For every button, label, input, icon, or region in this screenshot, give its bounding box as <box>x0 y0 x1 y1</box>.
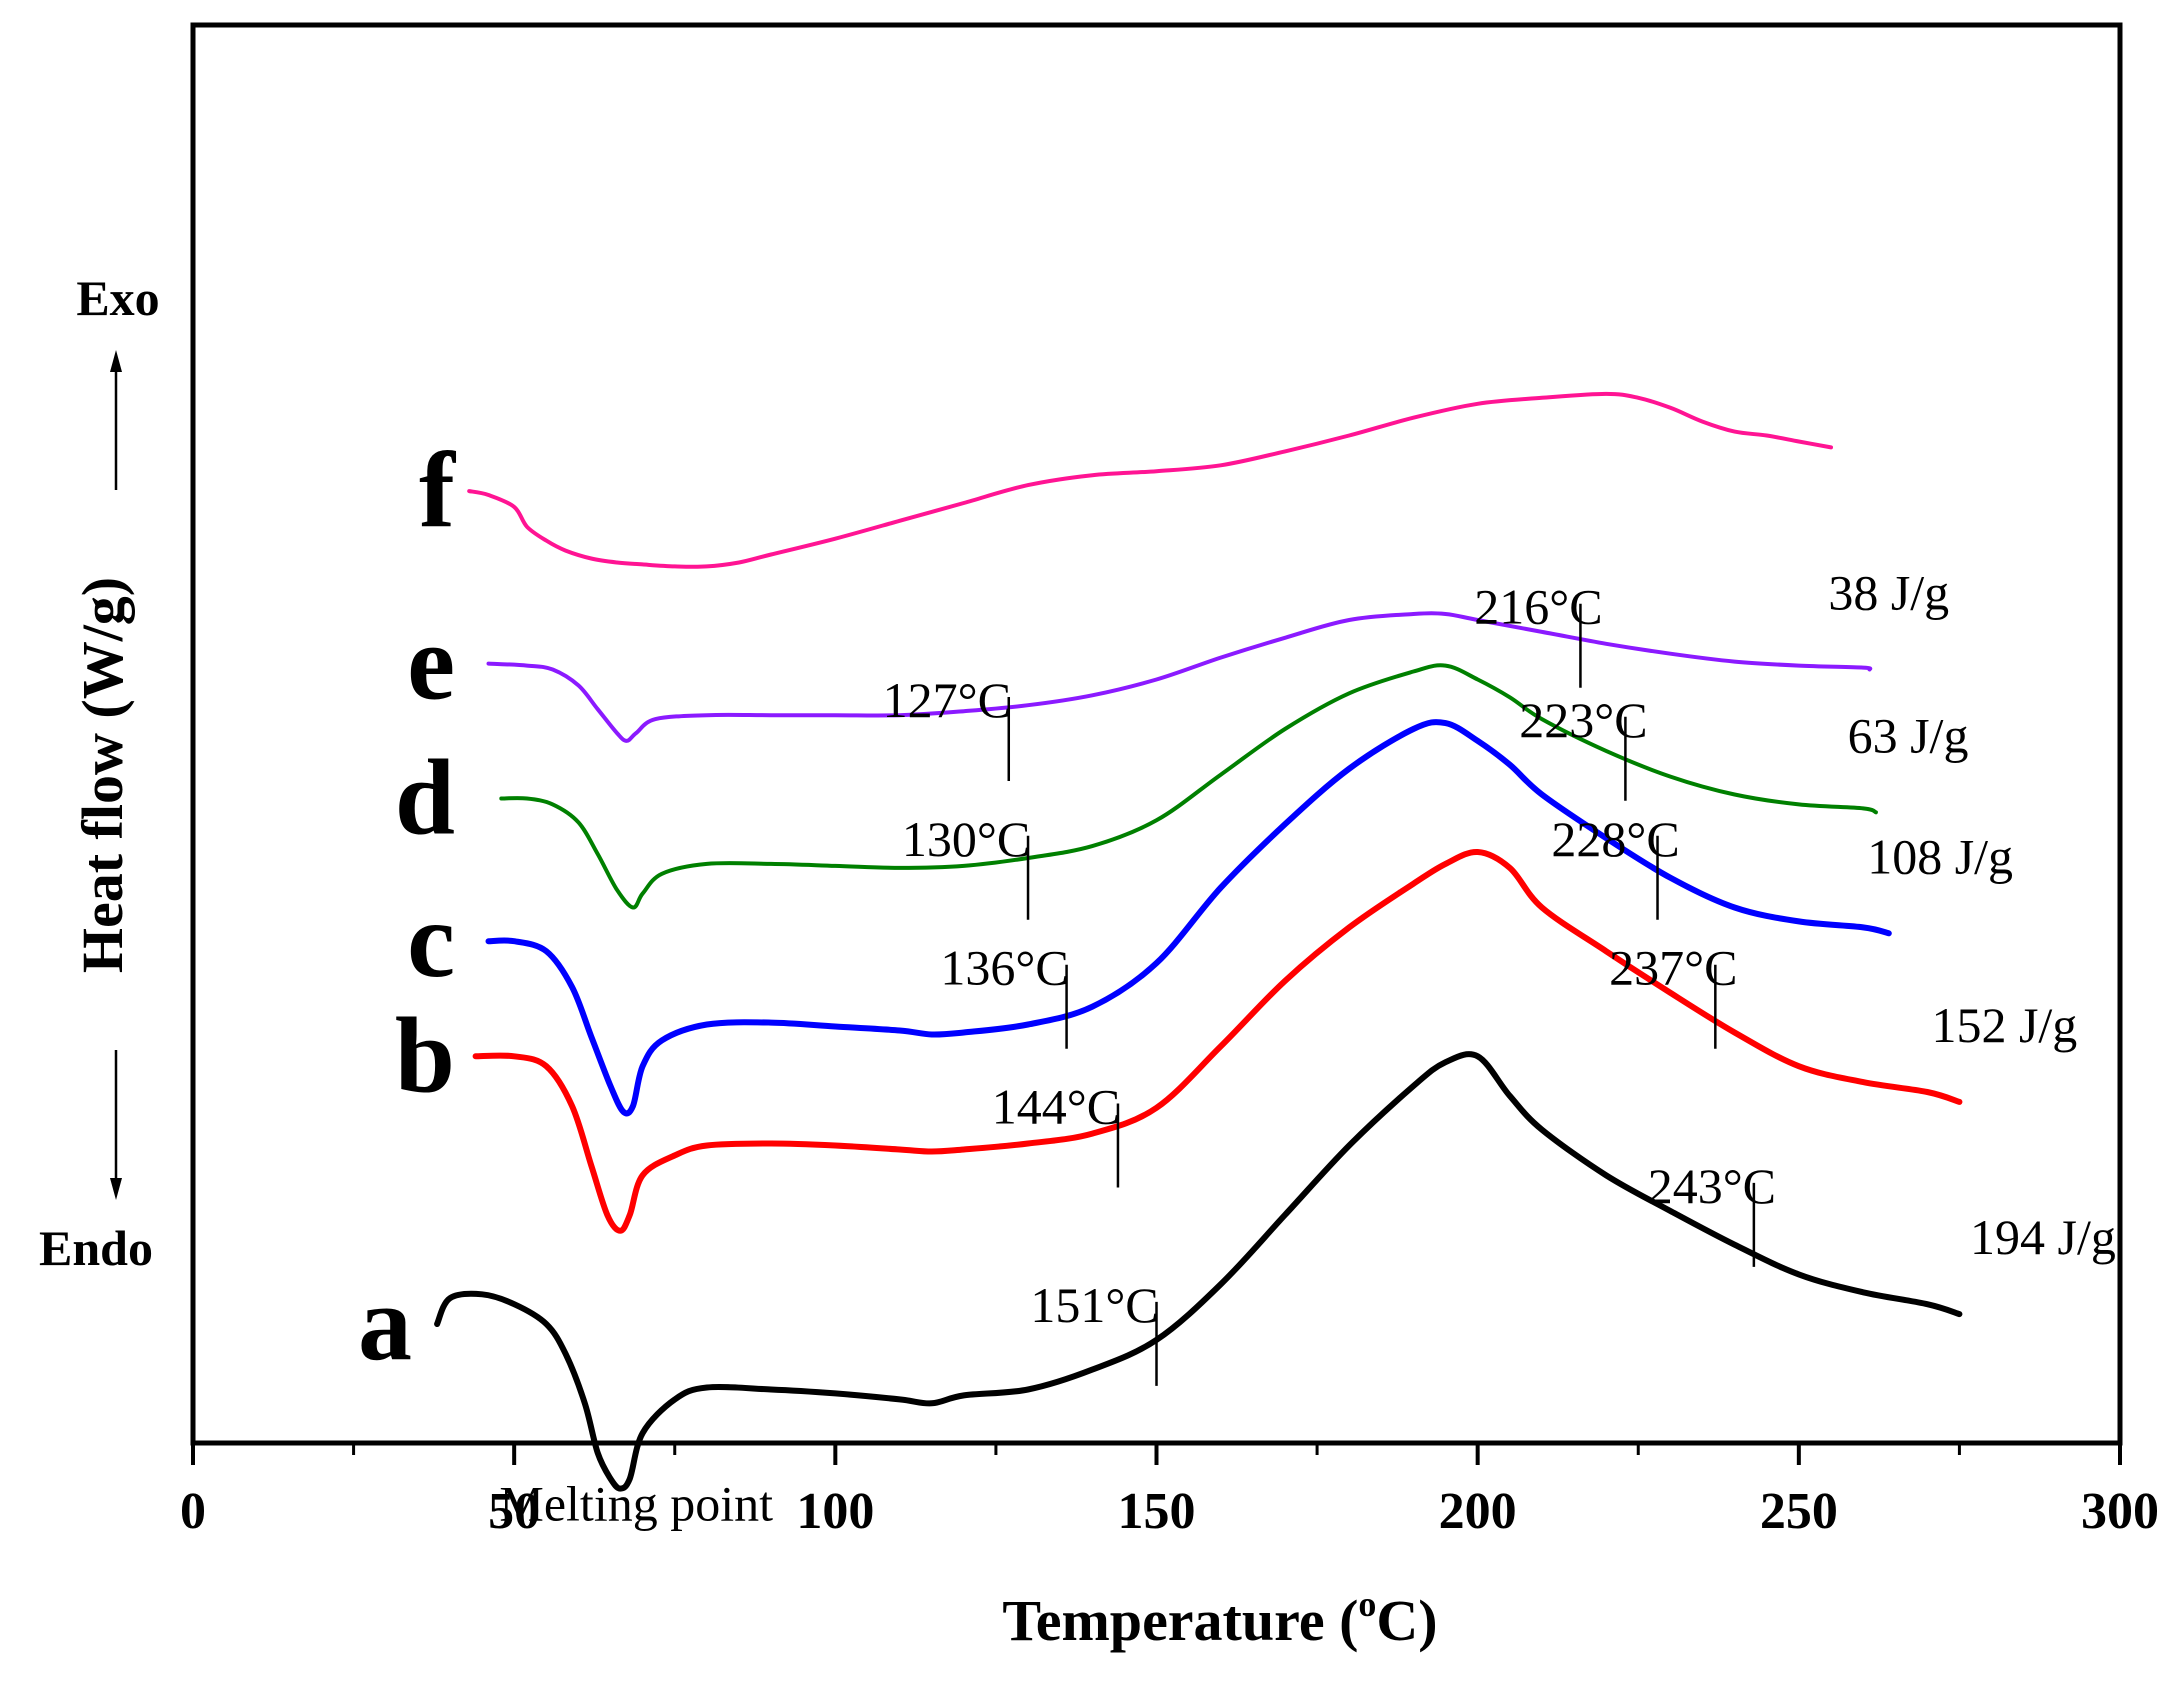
series-label-c: c <box>407 881 455 1000</box>
series-layer <box>434 391 1963 1492</box>
series-label-f: f <box>419 431 457 550</box>
peak-temperature-c: 228°C <box>1551 811 1679 867</box>
series-line-a <box>434 1051 1963 1492</box>
endo-label: Endo <box>39 1220 153 1276</box>
x-tick-label: 50 <box>488 1483 540 1540</box>
peak-temperature-d: 223°C <box>1519 692 1647 748</box>
y-axis-title: Heat flow (W/g) <box>70 577 135 973</box>
series-label-d: d <box>395 738 455 857</box>
series-label-b: b <box>395 996 455 1115</box>
x-axis-ticks: 0 50 100 150 200 250 300 <box>180 1443 2159 1540</box>
x-tick-label: 100 <box>796 1483 874 1540</box>
x-tick-label: 0 <box>180 1483 206 1540</box>
series-line-e <box>486 611 1873 743</box>
x-tick-label: 200 <box>1439 1483 1517 1540</box>
onset-temperature-c: 136°C <box>940 940 1068 996</box>
enthalpy-a: 194 J/g <box>1970 1209 2116 1265</box>
peak-temperature-e: 216°C <box>1474 579 1602 635</box>
transition-markers: a 151°C 243°C 194 J/g b 144°C 237°C 152 J/g c 136… <box>358 431 2116 1386</box>
enthalpy-b: 152 J/g <box>1931 997 2077 1053</box>
enthalpy-d: 63 J/g <box>1848 707 1969 763</box>
onset-temperature-e: 127°C <box>883 672 1011 728</box>
exo-label: Exo <box>76 270 159 326</box>
enthalpy-e: 38 J/g <box>1828 565 1949 621</box>
endo-down-arrow <box>110 1050 122 1200</box>
series-line-b <box>472 848 1963 1234</box>
x-tick-label: 150 <box>1118 1483 1196 1540</box>
onset-temperature-d: 130°C <box>902 811 1030 867</box>
onset-temperature-b: 144°C <box>992 1079 1120 1135</box>
x-axis-title: Temperature (oC) <box>1002 1584 1437 1653</box>
enthalpy-c: 108 J/g <box>1867 828 2013 884</box>
series-line-d <box>499 663 1878 910</box>
series-line-c <box>485 719 1892 1117</box>
peak-temperature-a: 243°C <box>1648 1158 1776 1214</box>
series-label-e: e <box>407 604 455 723</box>
onset-temperature-a: 151°C <box>1030 1277 1158 1333</box>
x-tick-label: 300 <box>2081 1483 2159 1540</box>
peak-temperature-b: 237°C <box>1609 940 1737 996</box>
exo-up-arrow <box>110 350 122 490</box>
x-tick-label: 250 <box>1760 1483 1838 1540</box>
series-label-a: a <box>358 1264 412 1383</box>
melting-point-annotation: Melting point <box>499 1476 773 1532</box>
plot-frame <box>190 22 2123 1446</box>
series-line-f <box>467 391 1833 569</box>
